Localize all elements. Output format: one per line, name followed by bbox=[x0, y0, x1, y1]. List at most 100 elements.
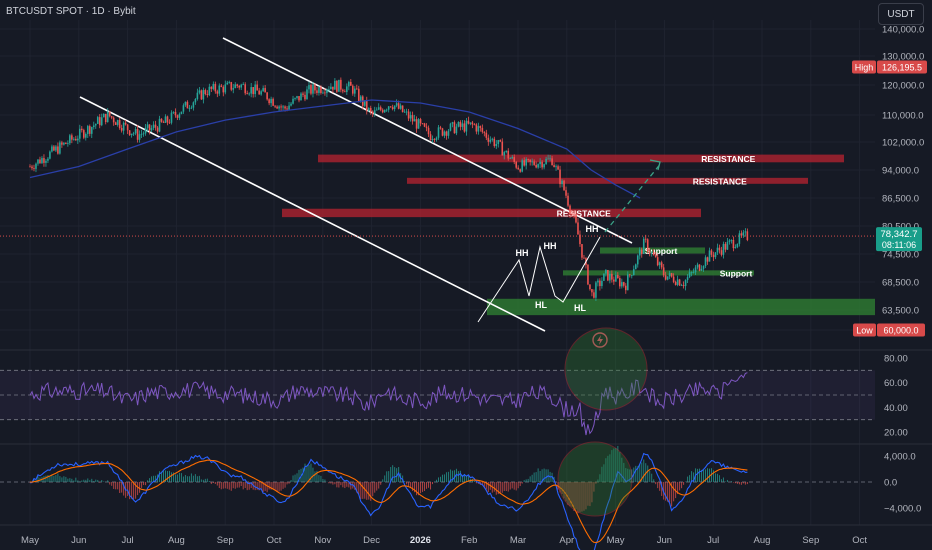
candle bbox=[308, 81, 310, 94]
candle bbox=[354, 86, 356, 97]
candle-body bbox=[63, 142, 65, 145]
candle bbox=[726, 237, 729, 251]
candle bbox=[443, 130, 446, 139]
candle-body bbox=[471, 122, 474, 125]
candle-body bbox=[150, 128, 153, 131]
time-tick-label[interactable]: Jul bbox=[122, 535, 134, 546]
candle-body bbox=[555, 166, 557, 168]
time-tick-label[interactable]: Jun bbox=[71, 535, 86, 546]
time-tick-label[interactable]: Mar bbox=[510, 535, 526, 546]
time-tick-label[interactable]: Oct bbox=[852, 535, 867, 546]
candle-body bbox=[619, 278, 621, 287]
candle-body bbox=[51, 146, 53, 152]
macd-pane[interactable] bbox=[0, 441, 875, 550]
time-tick-label[interactable]: Aug bbox=[754, 535, 771, 546]
time-tick-label[interactable]: Sep bbox=[802, 535, 819, 546]
candle-body bbox=[720, 250, 723, 255]
candle-body bbox=[421, 123, 424, 125]
rsi-pane[interactable] bbox=[0, 327, 875, 436]
price-tick-label: 130,000.0 bbox=[882, 52, 924, 63]
candle-body bbox=[617, 275, 619, 279]
candle bbox=[304, 91, 306, 102]
candle-body bbox=[399, 105, 402, 109]
candle bbox=[708, 247, 711, 262]
candle-body bbox=[250, 87, 252, 94]
candle-body bbox=[405, 111, 408, 113]
candle bbox=[252, 87, 254, 98]
candle-body bbox=[136, 129, 139, 140]
candle bbox=[33, 164, 35, 172]
candle-body bbox=[718, 247, 721, 251]
time-tick-label[interactable]: Nov bbox=[314, 535, 331, 546]
candle-body bbox=[385, 109, 388, 111]
candle bbox=[535, 161, 537, 169]
candle bbox=[272, 97, 274, 107]
candle-body bbox=[427, 127, 430, 135]
candle-body bbox=[90, 127, 93, 134]
time-tick-label[interactable]: Jul bbox=[707, 535, 719, 546]
time-axis[interactable]: May Jun Jul Aug Sep Oct Nov Dec 2026 Feb Mar Apr May… bbox=[21, 535, 867, 546]
time-tick-label[interactable]: Aug bbox=[168, 535, 185, 546]
time-tick-label[interactable]: Feb bbox=[461, 535, 477, 546]
candle bbox=[716, 243, 719, 256]
candle bbox=[479, 125, 482, 132]
candle bbox=[611, 270, 613, 283]
candle bbox=[569, 204, 571, 218]
time-tick-label[interactable]: May bbox=[21, 535, 39, 546]
candle-body bbox=[537, 164, 539, 168]
event-icon bbox=[592, 332, 608, 348]
candle bbox=[678, 278, 681, 286]
candle bbox=[288, 102, 290, 110]
candle-body bbox=[202, 90, 205, 100]
candle bbox=[248, 92, 250, 96]
candle-body bbox=[328, 89, 330, 90]
candle-body bbox=[475, 124, 478, 132]
candle-body bbox=[112, 117, 115, 123]
time-tick-label[interactable]: Sep bbox=[217, 535, 234, 546]
candle bbox=[164, 114, 167, 123]
candle-body bbox=[575, 214, 577, 223]
macd-highlight-circle bbox=[557, 441, 633, 517]
candle-body bbox=[684, 280, 687, 287]
candle-body bbox=[567, 195, 569, 206]
time-tick-label[interactable]: Apr bbox=[559, 535, 574, 546]
candle bbox=[332, 86, 334, 93]
candle bbox=[232, 83, 235, 94]
candle-body bbox=[495, 143, 498, 146]
candle-body bbox=[332, 86, 334, 90]
time-tick-label[interactable]: 2026 bbox=[410, 535, 431, 546]
price-pane[interactable]: RESISTANCE RESISTANCE RESISTANCE Support Sup… bbox=[0, 37, 875, 348]
macd-signal-line bbox=[30, 459, 748, 544]
candle bbox=[630, 274, 633, 279]
candle-body bbox=[232, 88, 235, 90]
candle-body bbox=[481, 127, 484, 132]
currency-button[interactable]: USDT bbox=[878, 3, 924, 25]
candle-body bbox=[656, 257, 659, 266]
projection-arrow bbox=[649, 159, 661, 171]
candle-body bbox=[497, 140, 500, 144]
candle bbox=[577, 217, 579, 235]
candle bbox=[593, 289, 595, 299]
candle bbox=[728, 238, 731, 245]
time-tick-label[interactable]: Dec bbox=[363, 535, 380, 546]
candle-body bbox=[174, 111, 177, 116]
time-tick-label[interactable]: Oct bbox=[267, 535, 282, 546]
candle-body bbox=[158, 118, 161, 132]
candle bbox=[47, 156, 49, 163]
price-tick-label: 120,000.0 bbox=[882, 81, 924, 92]
candle bbox=[698, 264, 701, 272]
candle-body bbox=[403, 111, 406, 113]
candle bbox=[234, 82, 237, 89]
time-tick-label[interactable]: Jun bbox=[657, 535, 672, 546]
candle-body bbox=[628, 274, 631, 276]
candle-body bbox=[660, 262, 663, 268]
time-tick-label[interactable]: May bbox=[607, 535, 625, 546]
candle-body bbox=[638, 249, 641, 256]
candle-body bbox=[648, 251, 651, 254]
candle bbox=[722, 241, 725, 259]
candle bbox=[172, 111, 175, 114]
price-axis[interactable]: 140,000.0 130,000.0 120,000.0 110,000.0 102,… bbox=[852, 25, 927, 515]
candle bbox=[431, 135, 434, 143]
candle-body bbox=[138, 134, 141, 140]
